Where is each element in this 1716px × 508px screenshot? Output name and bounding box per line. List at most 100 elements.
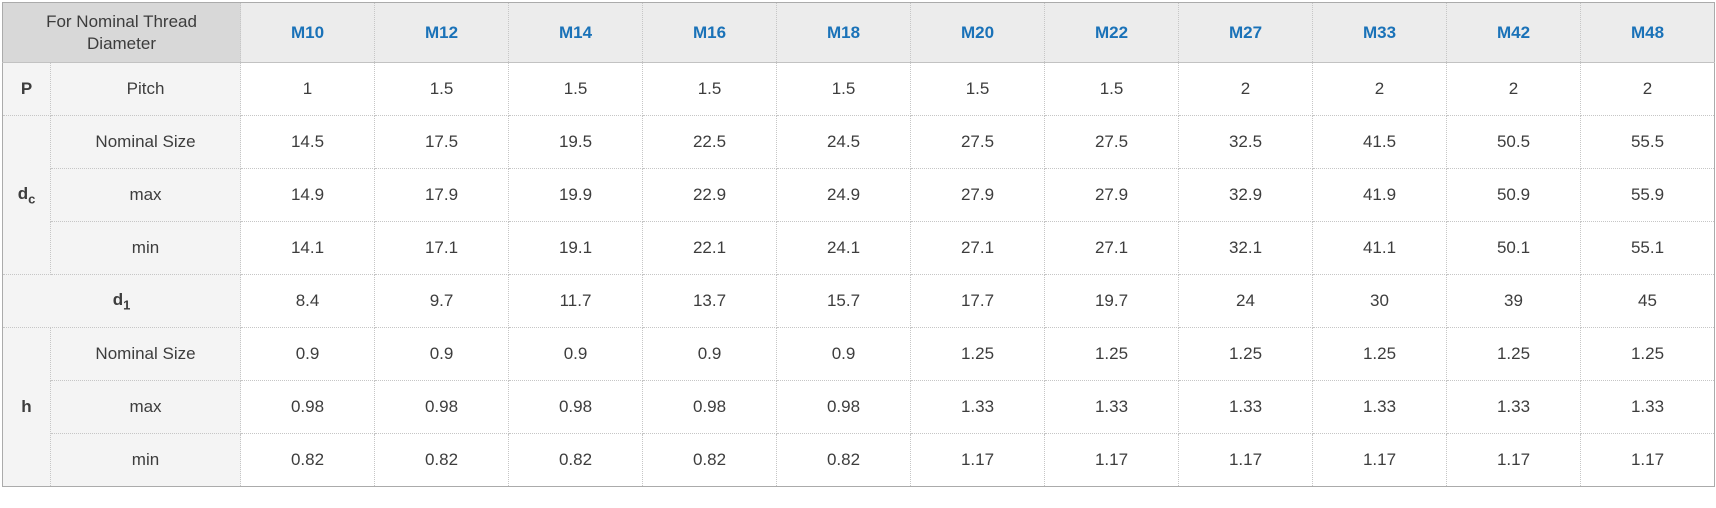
value-cell: 39 (1446, 274, 1582, 328)
table-row: dc Nominal Size 14.5 17.5 19.5 22.5 24.5 27.5 27… (2, 115, 1716, 275)
table-row: min 14.1 17.1 19.1 22.1 24.1 27.1 27.1 32.1 41.1 5… (3, 221, 1716, 275)
value-cell: 19.7 (1044, 274, 1180, 328)
table-row: d1 8.4 9.7 11.7 13.7 15.7 17.7 19.7 24 30 39 45 (1, 274, 1716, 328)
value-cell: 1.33 (910, 380, 1046, 434)
value-cell: 1.25 (1044, 327, 1180, 381)
value-cell: 0.9 (374, 327, 510, 381)
value-cell: 1.17 (1312, 433, 1448, 487)
value-cell: 0.82 (776, 433, 912, 487)
value-cell: 2 (1580, 62, 1716, 116)
value-cell: 41.9 (1312, 168, 1448, 222)
col-header-m33[interactable]: M33 (1312, 2, 1448, 63)
value-cell: 0.82 (642, 433, 778, 487)
value-cell: 1.17 (1044, 433, 1180, 487)
value-cell: 0.9 (776, 327, 912, 381)
value-cell: 1 (240, 62, 376, 116)
row-group-label-merged: d1 (1, 274, 242, 328)
value-cell: 17.1 (374, 221, 510, 275)
row-group-label: dc (2, 115, 51, 275)
row-group-label: h (2, 327, 51, 487)
col-header-m12[interactable]: M12 (374, 2, 510, 63)
header-row: For Nominal Thread Diameter M10 M12 M14 M16… (1, 2, 1716, 63)
col-header-m27[interactable]: M27 (1178, 2, 1314, 63)
row-group-symbol: d1 (112, 289, 131, 313)
value-cell: 1.17 (1580, 433, 1716, 487)
table-row: P Pitch 1 1.5 1.5 1.5 1.5 1.5 1.5 2 2 2 2 (2, 62, 1716, 116)
value-cell: 15.7 (776, 274, 912, 328)
value-cell: 14.9 (240, 168, 376, 222)
value-cell: 24 (1178, 274, 1314, 328)
row-group-symbol-subscript: c (28, 191, 36, 207)
value-cell: 0.9 (508, 327, 644, 381)
col-header-m20[interactable]: M20 (910, 2, 1046, 63)
table-row: h Nominal Size 0.9 0.9 0.9 0.9 0.9 1.25 1.25 1.25… (2, 327, 1716, 487)
value-cell: 24.9 (776, 168, 912, 222)
col-header-m14[interactable]: M14 (508, 2, 644, 63)
value-cell: 2 (1312, 62, 1448, 116)
value-cell: 32.1 (1178, 221, 1314, 275)
value-cell: 32.5 (1178, 115, 1314, 169)
value-cell: 50.5 (1446, 115, 1582, 169)
value-cell: 1.17 (1178, 433, 1314, 487)
col-header-m16[interactable]: M16 (642, 2, 778, 63)
value-cell: 1.33 (1044, 380, 1180, 434)
value-cell: 17.5 (374, 115, 510, 169)
corner-header: For Nominal Thread Diameter (1, 2, 242, 63)
col-header-m48[interactable]: M48 (1580, 2, 1716, 63)
value-cell: 1.25 (1446, 327, 1582, 381)
value-cell: 11.7 (508, 274, 644, 328)
value-cell: 1.25 (910, 327, 1046, 381)
value-cell: 13.7 (642, 274, 778, 328)
value-cell: 0.9 (240, 327, 376, 381)
value-cell: 19.9 (508, 168, 644, 222)
value-cell: 1.25 (1580, 327, 1716, 381)
value-cell: 14.1 (240, 221, 376, 275)
row-label: min (49, 221, 242, 275)
value-cell: 1.5 (508, 62, 644, 116)
value-cell: 2 (1178, 62, 1314, 116)
value-cell: 0.82 (374, 433, 510, 487)
value-cell: 27.1 (910, 221, 1046, 275)
value-cell: 41.5 (1312, 115, 1448, 169)
value-cell: 27.1 (1044, 221, 1180, 275)
row-group-symbol: h (21, 397, 32, 416)
value-cell: 14.5 (240, 115, 376, 169)
thread-spec-table: For Nominal Thread Diameter M10 M12 M14 M16… (1, 2, 1716, 487)
row-label: max (49, 168, 242, 222)
value-cell: 17.9 (374, 168, 510, 222)
table-row: max 0.98 0.98 0.98 0.98 0.98 1.33 1.33 1.33 1.33 1… (3, 380, 1716, 434)
col-header-m42[interactable]: M42 (1446, 2, 1582, 63)
value-cell: 1.5 (642, 62, 778, 116)
value-cell: 1.25 (1178, 327, 1314, 381)
value-cell: 0.82 (240, 433, 376, 487)
value-cell: 50.1 (1446, 221, 1582, 275)
value-cell: 17.7 (910, 274, 1046, 328)
col-header-m10[interactable]: M10 (240, 2, 376, 63)
value-cell: 30 (1312, 274, 1448, 328)
row-group-symbol-subscript: 1 (123, 297, 131, 313)
value-cell: 50.9 (1446, 168, 1582, 222)
value-cell: 55.5 (1580, 115, 1716, 169)
col-header-m22[interactable]: M22 (1044, 2, 1180, 63)
value-cell: 27.5 (1044, 115, 1180, 169)
col-header-m18[interactable]: M18 (776, 2, 912, 63)
value-cell: 0.98 (642, 380, 778, 434)
value-cell: 27.9 (1044, 168, 1180, 222)
value-cell: 55.1 (1580, 221, 1716, 275)
value-cell: 55.9 (1580, 168, 1716, 222)
value-cell: 8.4 (240, 274, 376, 328)
value-cell: 1.5 (374, 62, 510, 116)
value-cell: 22.1 (642, 221, 778, 275)
value-cell: 1.25 (1312, 327, 1448, 381)
value-cell: 24.1 (776, 221, 912, 275)
value-cell: 9.7 (374, 274, 510, 328)
value-cell: 1.33 (1178, 380, 1314, 434)
value-cell: 27.5 (910, 115, 1046, 169)
value-cell: 1.5 (1044, 62, 1180, 116)
row-group-symbol: dc (17, 183, 36, 207)
row-label: max (49, 380, 242, 434)
value-cell: 1.17 (910, 433, 1046, 487)
value-cell: 22.5 (642, 115, 778, 169)
value-cell: 19.5 (508, 115, 644, 169)
value-cell: 0.82 (508, 433, 644, 487)
